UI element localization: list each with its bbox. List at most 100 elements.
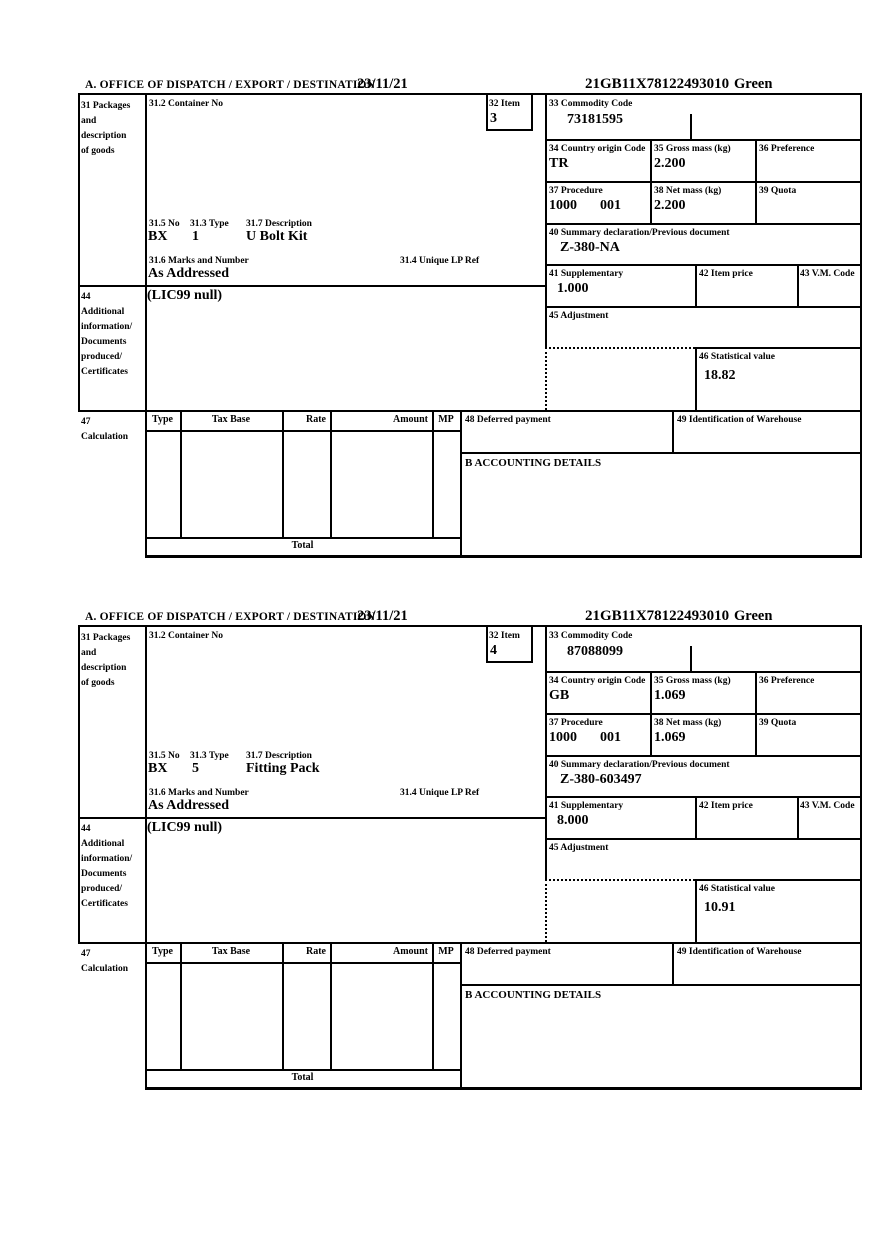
divider [180,942,182,1069]
box37-label: 37 Procedure [549,718,603,728]
divider [460,984,860,986]
box35-label: 35 Gross mass (kg) [654,676,731,686]
table-header-tax-base: Tax Base [211,946,251,957]
additional-info-value: (LIC99 null) [147,820,223,835]
box37-label: 37 Procedure [549,186,603,196]
gross-mass-value: 2.200 [654,156,686,171]
divider [282,942,284,1069]
divider [78,285,545,287]
divider [545,264,860,266]
box35-label: 35 Gross mass (kg) [654,144,731,154]
divider [690,114,692,139]
divider [545,755,860,757]
packages-type-value: 1 [192,229,199,244]
table-header-mp: MP [438,414,454,425]
divider [545,879,695,881]
accounting-details-label: B ACCOUNTING DETAILS [465,457,602,469]
procedure-value: 1000 [549,730,577,745]
divider [695,347,697,410]
divider [860,93,862,558]
accounting-details-label: B ACCOUNTING DETAILS [465,989,602,1001]
divider [330,942,332,1069]
divider [650,671,652,755]
box45-label: 45 Adjustment [549,843,609,853]
divider [145,93,147,558]
previous-document-value: Z-380-603497 [560,772,642,787]
statistical-value: 10.91 [704,900,736,915]
divider [545,713,860,715]
divider [145,537,460,539]
box49-label: 49 Identification of Warehouse [677,415,802,425]
table-header-mp: MP [438,946,454,957]
procedure-value: 1000 [549,198,577,213]
box31-6-label: 31.6 Marks and Number [149,788,249,798]
routing-indicator: Green [734,608,773,624]
item-number-value: 4 [490,643,497,658]
divider [755,671,757,755]
divider [180,410,182,537]
mrn-number: 21GB11X78122493010 [585,76,730,92]
divider [545,347,547,410]
divider [695,796,697,838]
divider [695,264,697,306]
mrn-number: 21GB11X78122493010 [585,608,730,624]
routing-indicator: Green [734,76,773,92]
supplementary-value: 1.000 [557,281,589,296]
box31-7-label: 31.7 Description [246,751,312,761]
box42-label: 42 Item price [699,269,753,279]
divider [672,942,674,984]
divider [145,962,460,964]
divider [545,796,860,798]
table-header-rate: Rate [306,414,326,425]
divider [282,410,284,537]
divider [797,264,799,306]
table-header-tax-base: Tax Base [211,414,251,425]
goods-description-value: U Bolt Kit [246,229,308,244]
box34-label: 34 Country origin Code [549,676,646,686]
item-number-box [486,625,533,663]
gross-mass-value: 1.069 [654,688,686,703]
divider [78,625,80,942]
net-mass-value: 1.069 [654,730,686,745]
box34-label: 34 Country origin Code [549,144,646,154]
declaration-item-section-2: A. OFFICE OF DISPATCH / EXPORT / DESTINA… [0,608,882,1094]
packages-no-value: BX [148,229,168,244]
marks-and-number-value: As Addressed [148,798,230,813]
box31-4-label: 31.4 Unique LP Ref [400,256,480,266]
box31-4-label: 31.4 Unique LP Ref [400,788,480,798]
divider [432,942,434,1069]
box40-label: 40 Summary declaration/Previous document [549,228,730,238]
divider [145,555,862,558]
item-number-value: 3 [490,111,497,126]
divider [545,306,860,308]
box33-label: 33 Commodity Code [549,631,633,641]
table-header-type: Type [152,414,173,425]
commodity-code-value: 73181595 [567,112,623,127]
divider [695,879,860,881]
box40-label: 40 Summary declaration/Previous document [549,760,730,770]
box32-label: 32 Item [489,631,520,641]
box45-label: 45 Adjustment [549,311,609,321]
divider [545,93,547,347]
declaration-date: 23/11/21 [357,76,408,92]
divider [78,410,860,412]
box44-label: 44 Additional information/ Documents pro… [81,824,133,909]
divider [460,410,462,558]
box39-label: 39 Quota [759,718,797,728]
box31-2-label: 31.2 Container No [149,99,223,109]
divider [78,93,80,410]
packages-type-value: 5 [192,761,199,776]
divider [545,671,860,673]
packages-no-value: BX [148,761,168,776]
table-header-rate: Rate [306,946,326,957]
divider [690,646,692,671]
box43-label: 43 V.M. Code [800,801,855,811]
divider [695,879,697,942]
previous-document-value: Z-380-NA [560,240,620,255]
box44-label: 44 Additional information/ Documents pro… [81,292,133,377]
divider [650,139,652,223]
country-origin-value: TR [549,156,569,171]
divider [545,838,860,840]
box41-label: 41 Supplementary [549,269,624,279]
divider [860,625,862,1090]
